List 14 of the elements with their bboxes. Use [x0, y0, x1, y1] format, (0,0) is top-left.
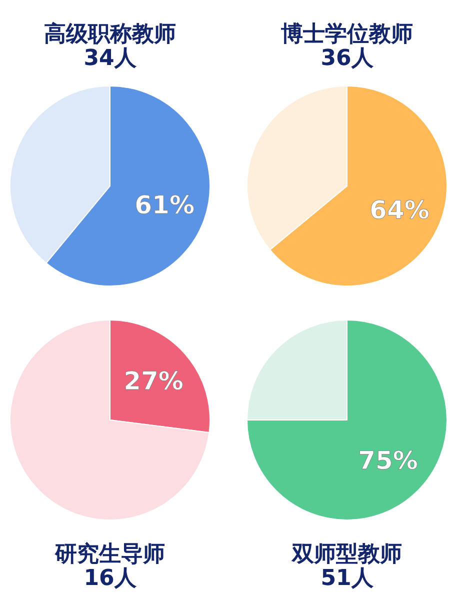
data-label: 75%: [358, 446, 418, 476]
data-label: 61%: [134, 190, 194, 220]
chart-subtitle: 36人: [320, 46, 374, 71]
text: 16人: [84, 566, 138, 591]
chart-title: 高级职称教师: [44, 21, 176, 47]
pie-slice: [10, 320, 210, 520]
text: 研究生导师: [54, 541, 165, 567]
text: 双师型教师: [291, 542, 402, 567]
data-label: 27%: [124, 366, 184, 396]
text: 51人: [320, 566, 374, 591]
chart-title: 博士学位教师: [280, 22, 413, 47]
chart-subtitle: 34人: [84, 46, 138, 71]
data-label: 64%: [370, 196, 430, 225]
pie-slice: [246, 320, 448, 520]
